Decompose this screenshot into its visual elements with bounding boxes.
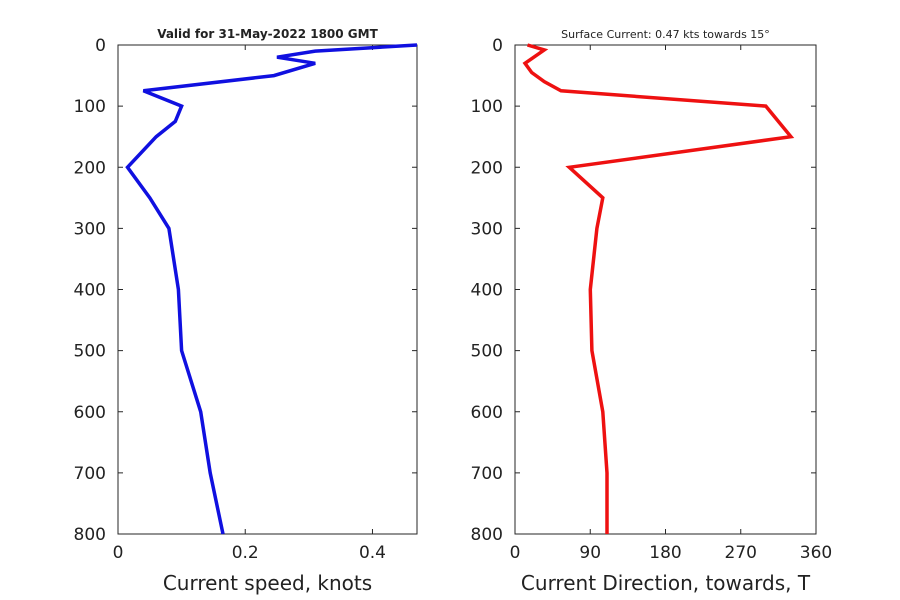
- direction-ytick-label: 500: [471, 342, 503, 362]
- speed-ytick-label: 300: [74, 219, 106, 239]
- speed-ytick-label: 500: [74, 342, 106, 362]
- direction-series-line: [522, 43, 795, 534]
- speed-ytick-label: 600: [74, 403, 106, 423]
- direction-xtick-label: 360: [800, 543, 832, 563]
- direction-ytick-label: 400: [471, 281, 503, 301]
- direction-title: Surface Current: 0.47 kts towards 15°: [561, 28, 770, 41]
- direction-ytick-label: 300: [471, 219, 503, 239]
- direction-ytick-label: 600: [471, 403, 503, 423]
- speed-xtick-label: 0.2: [232, 543, 259, 563]
- direction-ytick-label: 800: [471, 525, 503, 545]
- speed-ytick-label: 800: [74, 525, 106, 545]
- speed-ytick-label: 200: [74, 158, 106, 178]
- direction-xlabel: Current Direction, towards, T: [521, 571, 811, 595]
- speed-ytick-label: 700: [74, 464, 106, 484]
- speed-axes-box: [117, 44, 418, 535]
- speed-ytick-label: 0: [95, 36, 106, 56]
- speed-xlabel: Current speed, knots: [163, 571, 372, 595]
- direction-ytick-label: 100: [471, 97, 503, 117]
- direction-xtick-label: 180: [649, 543, 681, 563]
- speed-xtick-label: 0.4: [359, 543, 386, 563]
- direction-xtick-label: 270: [725, 543, 757, 563]
- speed-xtick-label: 0: [113, 543, 124, 563]
- direction-xtick-label: 90: [579, 543, 601, 563]
- direction-ytick-label: 0: [492, 36, 503, 56]
- speed-panel: 0 100 200 300 400 500 600 700 800 0 0.2 0.4 Current …: [74, 27, 418, 595]
- direction-axes-box: [514, 44, 817, 535]
- direction-panel: 0 100 200 300 400 500 600 700 800 0 90 180 270 360 Cur…: [471, 28, 833, 595]
- direction-ytick-label: 200: [471, 158, 503, 178]
- speed-ytick-label: 100: [74, 97, 106, 117]
- speed-ytick-label: 400: [74, 281, 106, 301]
- speed-title: Valid for 31-May-2022 1800 GMT: [157, 27, 378, 41]
- speed-series-line: [125, 43, 418, 535]
- direction-ytick-label: 700: [471, 464, 503, 484]
- direction-xtick-label: 0: [510, 543, 521, 563]
